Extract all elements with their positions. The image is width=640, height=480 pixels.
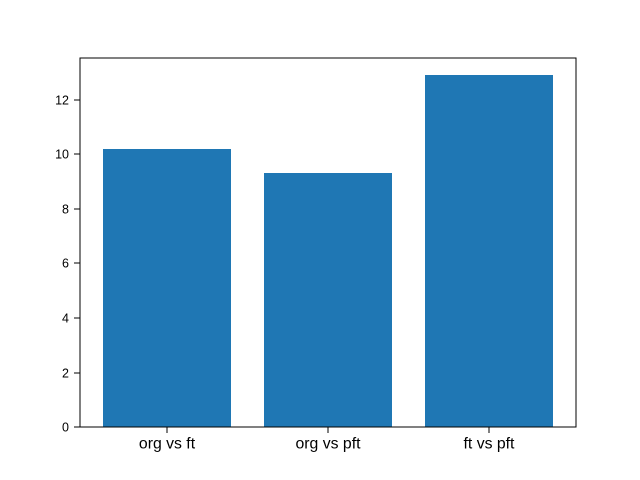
svg-text:org vs ft: org vs ft: [139, 436, 196, 453]
svg-text:2: 2: [62, 367, 69, 381]
svg-text:8: 8: [62, 203, 69, 217]
svg-text:0: 0: [62, 421, 69, 435]
svg-text:10: 10: [55, 148, 69, 162]
svg-text:4: 4: [62, 312, 69, 326]
svg-text:org vs pft: org vs pft: [296, 436, 362, 453]
svg-text:12: 12: [55, 94, 69, 108]
svg-text:ft vs pft: ft vs pft: [464, 436, 516, 453]
svg-text:6: 6: [62, 257, 69, 271]
